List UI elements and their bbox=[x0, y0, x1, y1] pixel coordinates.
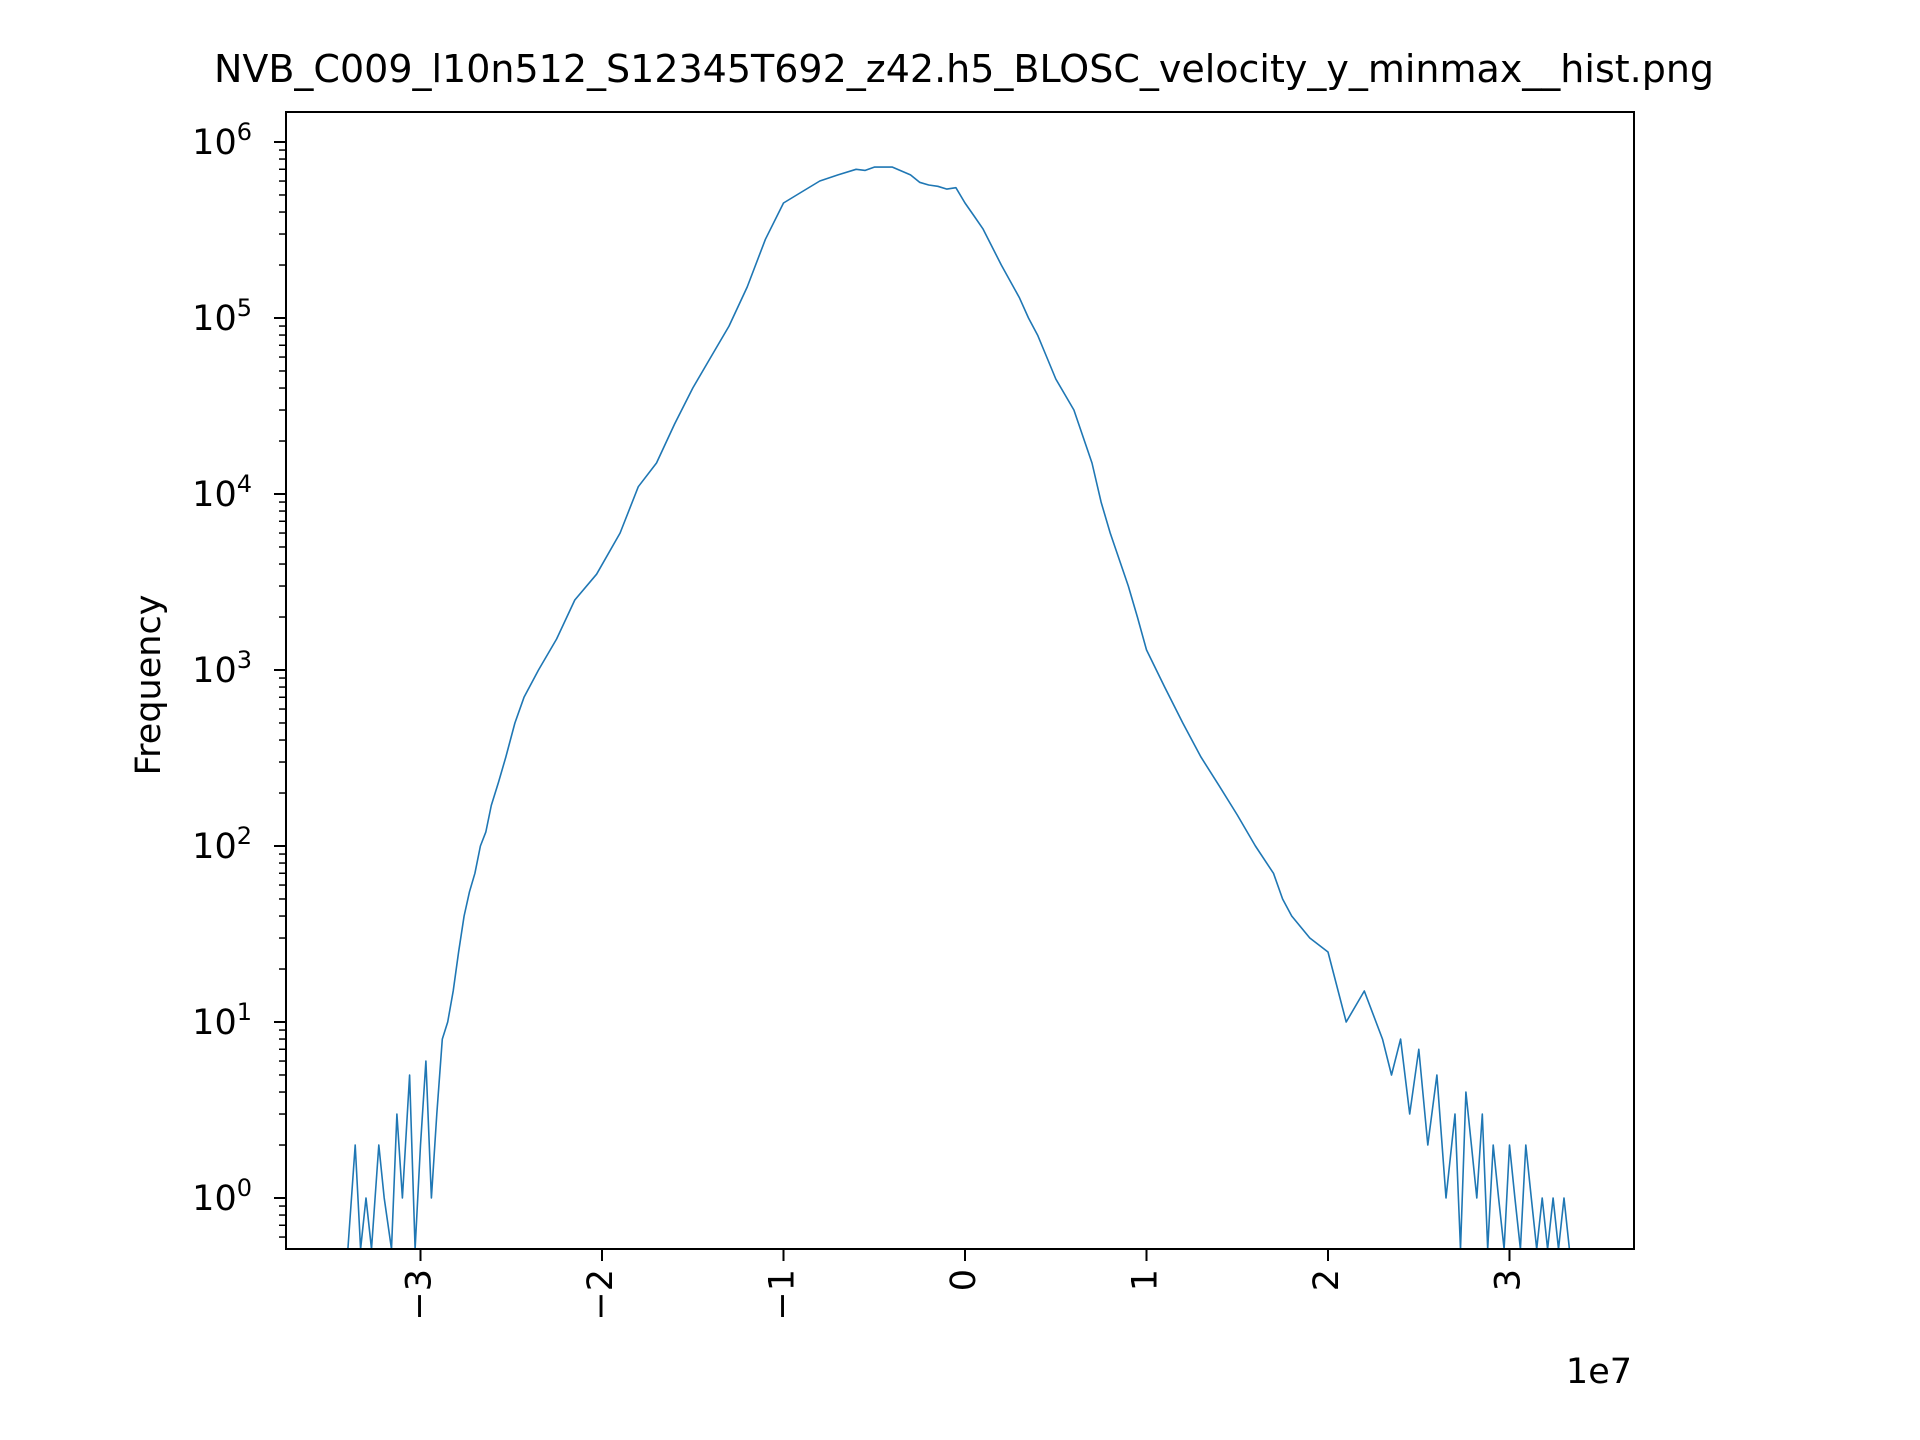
y-axis-label: Frequency bbox=[129, 595, 169, 776]
x-tick-label-5: 2 bbox=[1307, 1269, 1347, 1291]
plot-frame bbox=[285, 111, 1635, 1250]
y-tick-label-4: 104 bbox=[192, 470, 252, 515]
x-tick-label-6: 3 bbox=[1489, 1269, 1529, 1291]
x-tick-label-0: −3 bbox=[400, 1269, 440, 1321]
y-tick-label-3: 103 bbox=[192, 646, 252, 691]
x-tick-label-1: −2 bbox=[581, 1269, 621, 1321]
y-axis: 100 101 102 103 104 105 106 bbox=[192, 118, 286, 1238]
x-tick-label-3: 0 bbox=[944, 1269, 984, 1291]
y-tick-label-2: 102 bbox=[192, 822, 252, 867]
plot-marks bbox=[347, 166, 1571, 1250]
y-tick-label-6: 106 bbox=[192, 118, 252, 163]
x-axis-offset-label: 1e7 bbox=[1566, 1352, 1632, 1392]
x-tick-label-2: −1 bbox=[763, 1269, 803, 1321]
x-axis: −3 −2 −1 0 1 2 3 bbox=[400, 1249, 1529, 1321]
y-tick-label-5: 105 bbox=[192, 294, 252, 339]
y-tick-label-1: 101 bbox=[192, 998, 252, 1043]
chart-title: NVB_C009_l10n512_S12345T692_z42.h5_BLOSC… bbox=[214, 47, 1714, 91]
x-tick-label-4: 1 bbox=[1126, 1269, 1166, 1291]
series-line-0 bbox=[347, 166, 1571, 1250]
y-tick-label-0: 100 bbox=[192, 1174, 252, 1219]
